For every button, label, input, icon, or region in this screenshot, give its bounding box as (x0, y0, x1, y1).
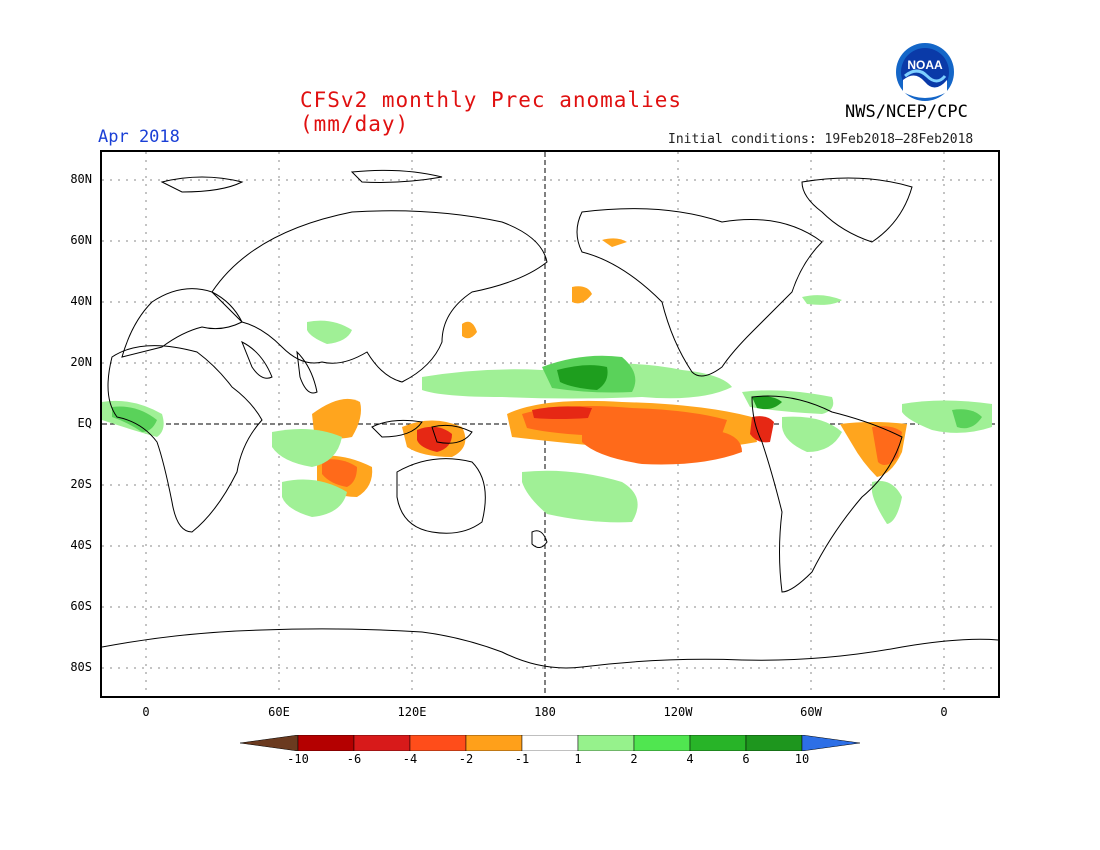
colorbar-label: -2 (458, 752, 474, 766)
lat-label: 60S (70, 599, 92, 613)
colorbar-label: 4 (686, 752, 694, 766)
lon-label: 0 (142, 705, 150, 719)
colorbar-swatch (297, 734, 355, 752)
noaa-logo-icon: NOAA (895, 42, 955, 102)
lat-label: 80S (70, 660, 92, 674)
lon-label: 120E (397, 705, 427, 719)
colorbar-label: 2 (630, 752, 638, 766)
coastlines (102, 169, 998, 669)
agency-label: NWS/NCEP/CPC (845, 102, 968, 122)
colorbar-swatch (801, 734, 861, 752)
lon-label: 180 (534, 705, 556, 719)
colorbar-swatch (409, 734, 467, 752)
colorbar-swatch (745, 734, 803, 752)
colorbar (239, 734, 861, 775)
colorbar-label: 6 (742, 752, 750, 766)
colorbar-swatch (353, 734, 411, 752)
colorbar-label: -6 (346, 752, 362, 766)
lat-label: 20S (70, 477, 92, 491)
colorbar-swatch (577, 734, 635, 752)
colorbar-swatch (239, 734, 299, 752)
lon-label: 60W (800, 705, 822, 719)
noaa-logo-text: NOAA (907, 58, 943, 72)
colorbar-label: -4 (402, 752, 418, 766)
colorbar-label: -1 (514, 752, 530, 766)
colorbar-label: -10 (287, 752, 309, 766)
lon-label: 0 (940, 705, 948, 719)
anomaly-fields (102, 238, 992, 524)
lat-label: 80N (70, 172, 92, 186)
colorbar-swatch (689, 734, 747, 752)
map-title: CFSv2 monthly Prec anomalies (mm/day) (300, 88, 683, 136)
colorbar-swatch (521, 734, 579, 752)
colorbar-swatch (633, 734, 691, 752)
lat-label: 40N (70, 294, 92, 308)
lat-label: 40S (70, 538, 92, 552)
colorbar-swatch (465, 734, 523, 752)
lat-label: 60N (70, 233, 92, 247)
lat-label: 20N (70, 355, 92, 369)
lat-label: EQ (77, 416, 92, 430)
initial-conditions-label: Initial conditions: 19Feb2018–28Feb2018 (668, 132, 974, 147)
lon-label: 60E (268, 705, 290, 719)
colorbar-label: 1 (574, 752, 582, 766)
valid-month-label: Apr 2018 (98, 127, 180, 147)
lon-label: 120W (663, 705, 693, 719)
precip-anomaly-map (100, 150, 1000, 698)
colorbar-label: 10 (794, 752, 810, 766)
